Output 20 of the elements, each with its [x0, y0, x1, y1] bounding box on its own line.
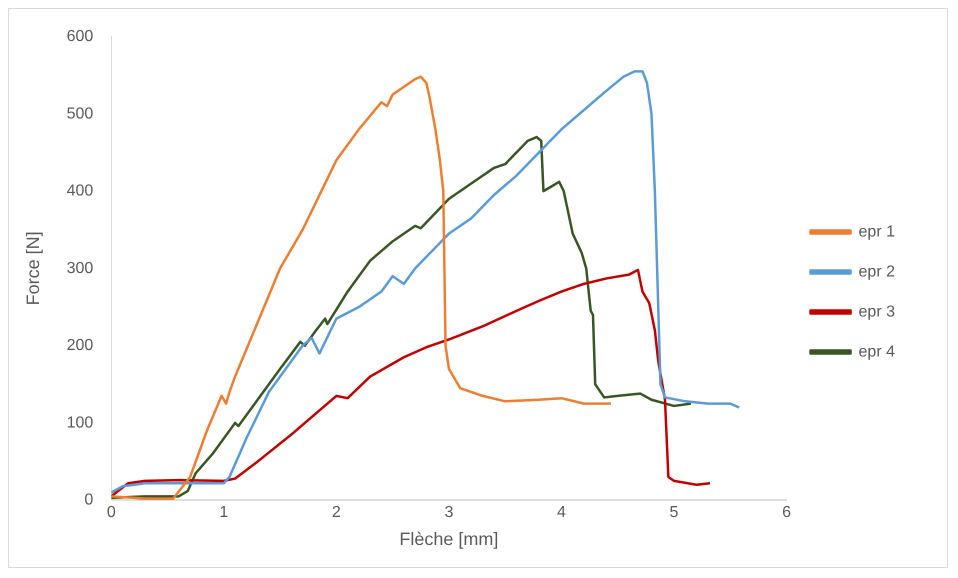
y-tick-label: 400 [66, 182, 94, 200]
y-tick-label: 300 [66, 260, 94, 277]
x-tick-label: 0 [106, 504, 116, 522]
legend-label: epr 1 [858, 223, 896, 240]
legend-label: epr 3 [858, 303, 896, 320]
y-tick-label: 600 [66, 28, 94, 46]
x-tick-label: 4 [557, 504, 566, 522]
y-tick-label: 200 [66, 337, 94, 354]
legend-label: epr 4 [858, 343, 896, 360]
y-tick-label: 500 [66, 105, 94, 122]
y-tick-label: 0 [84, 492, 94, 509]
y-axis-title: Force [N] [22, 231, 43, 306]
x-tick-label: 2 [332, 504, 341, 522]
y-tick-label: 100 [66, 414, 94, 432]
x-tick-label: 5 [670, 504, 679, 522]
x-tick-label: 3 [444, 504, 454, 522]
x-axis-title: Flèche [mm] [399, 529, 498, 550]
x-tick-label: 6 [782, 504, 792, 522]
x-tick-label: 1 [219, 504, 228, 522]
legend-label: epr 2 [858, 263, 896, 280]
